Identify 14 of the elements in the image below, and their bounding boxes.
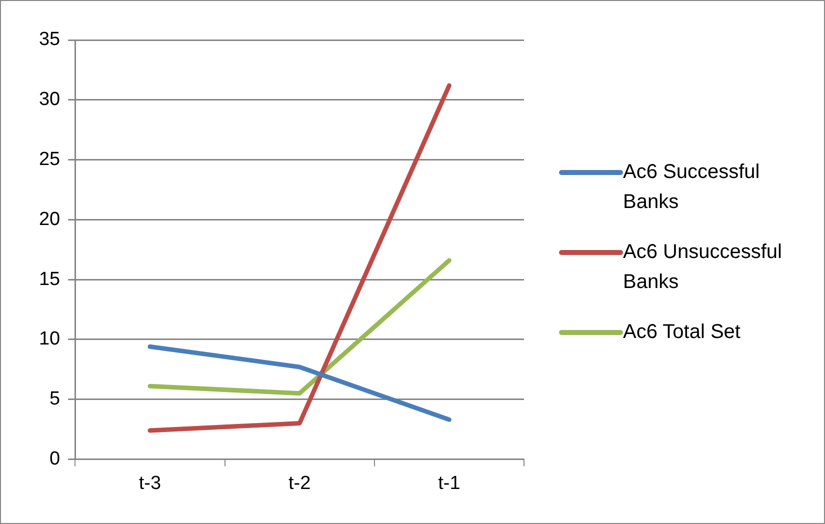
x-tick-label: t-3 <box>138 472 162 494</box>
y-tick-label: 25 <box>38 149 60 170</box>
legend-label: Ac6 Unsuccessful Banks <box>623 240 783 295</box>
x-tick-label: t-1 <box>438 472 460 494</box>
legend-label: Ac6 Successful Banks <box>623 160 761 215</box>
y-tick-label: 10 <box>38 328 60 350</box>
y-tick-label: 5 <box>50 388 60 410</box>
y-tick-label: 35 <box>38 29 60 50</box>
x-tick-label: t-2 <box>288 472 311 494</box>
y-tick-label: 0 <box>50 448 60 470</box>
legend-label: Ac6 Total Set <box>623 320 740 345</box>
y-tick-label: 15 <box>38 268 60 290</box>
y-tick-label: 20 <box>38 208 60 230</box>
y-tick-label: 30 <box>38 89 60 110</box>
